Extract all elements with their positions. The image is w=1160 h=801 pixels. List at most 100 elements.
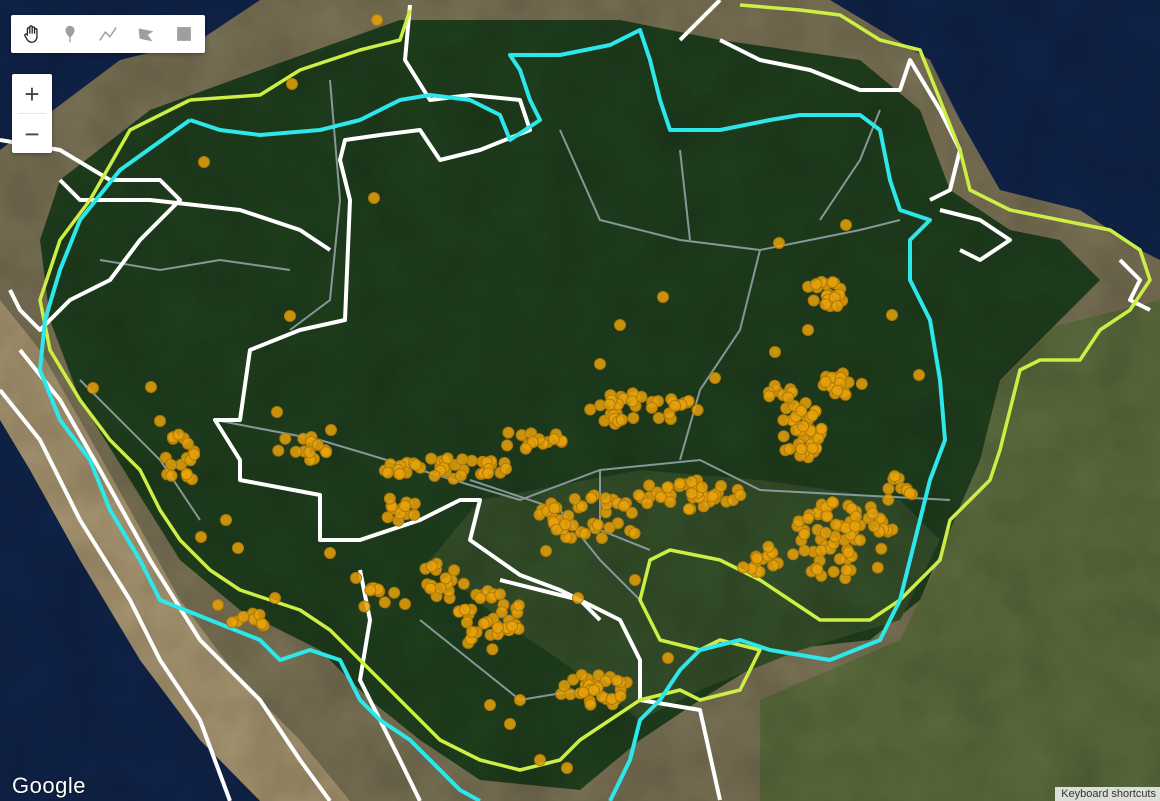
occurrence-point bbox=[626, 395, 639, 408]
occurrence-point bbox=[195, 531, 207, 543]
occurrence-point bbox=[232, 542, 244, 554]
occurrence-point bbox=[826, 276, 839, 289]
occurrence-point bbox=[628, 527, 641, 540]
occurrence-point bbox=[424, 582, 437, 595]
occurrence-point bbox=[773, 237, 785, 249]
occurrence-point bbox=[584, 698, 597, 711]
occurrence-point bbox=[455, 469, 467, 482]
occurrence-point bbox=[501, 439, 514, 452]
occurrence-point bbox=[504, 718, 516, 730]
occurrence-point bbox=[575, 669, 588, 681]
polyline-button[interactable] bbox=[89, 15, 127, 53]
occurrence-point bbox=[673, 477, 686, 490]
occurrence-point bbox=[618, 499, 630, 512]
occurrence-point bbox=[819, 526, 832, 539]
occurrence-point bbox=[868, 520, 880, 533]
occurrence-point bbox=[409, 458, 422, 471]
occurrence-point bbox=[368, 192, 380, 204]
occurrence-point bbox=[284, 310, 296, 322]
occurrence-point bbox=[286, 78, 298, 90]
occurrence-point bbox=[491, 621, 504, 634]
occurrence-point bbox=[279, 432, 292, 445]
occurrence-point bbox=[325, 424, 337, 436]
occurrence-point bbox=[460, 616, 473, 629]
occurrence-point bbox=[798, 528, 811, 540]
occurrence-point bbox=[548, 433, 560, 446]
marker-button[interactable] bbox=[51, 15, 89, 53]
cyan-boundary bbox=[38, 28, 947, 801]
occurrence-point bbox=[849, 510, 862, 523]
occurrence-point bbox=[888, 470, 901, 483]
occurrence-point bbox=[913, 369, 925, 381]
occurrence-point bbox=[577, 686, 590, 699]
occurrence-point bbox=[763, 390, 776, 403]
zoom-in-button[interactable]: + bbox=[24, 78, 40, 109]
occurrence-point bbox=[903, 487, 916, 500]
occurrence-point bbox=[591, 518, 604, 531]
occurrence-point bbox=[767, 559, 780, 572]
occurrence-point bbox=[840, 564, 853, 577]
occurrence-point bbox=[198, 156, 210, 168]
occurrence-point bbox=[625, 506, 638, 519]
occurrence-point bbox=[886, 309, 898, 321]
occurrence-point bbox=[829, 518, 842, 531]
occurrence-point bbox=[599, 675, 612, 688]
occurrence-point bbox=[378, 596, 391, 609]
occurrence-point bbox=[484, 699, 496, 711]
occurrence-point bbox=[381, 466, 394, 479]
occurrence-point bbox=[408, 508, 421, 521]
occurrence-point bbox=[220, 514, 232, 526]
polygon-button[interactable] bbox=[127, 15, 165, 53]
state-lines bbox=[79, 79, 951, 702]
occurrence-point bbox=[145, 381, 157, 393]
occurrence-point bbox=[751, 552, 763, 565]
occurrence-point bbox=[641, 497, 654, 510]
occurrence-point bbox=[815, 422, 828, 435]
occurrence-point bbox=[350, 572, 362, 584]
occurrence-point bbox=[882, 493, 895, 506]
occurrence-point bbox=[587, 684, 600, 697]
occurrence-point bbox=[311, 438, 324, 451]
rectangle-button[interactable] bbox=[165, 15, 203, 53]
occurrence-point bbox=[512, 599, 525, 612]
occurrence-point bbox=[181, 437, 194, 450]
occurrence-point bbox=[691, 404, 704, 416]
occurrence-point bbox=[715, 480, 727, 492]
occurrence-point bbox=[603, 398, 616, 411]
occurrence-point bbox=[627, 412, 640, 424]
occurrence-point bbox=[559, 518, 572, 531]
occurrence-point bbox=[320, 446, 333, 459]
occurrence-point bbox=[87, 382, 99, 394]
occurrence-point bbox=[806, 442, 819, 455]
occurrence-point bbox=[795, 443, 808, 455]
occurrence-point bbox=[866, 507, 879, 520]
occurrence-point bbox=[787, 548, 800, 561]
occurrence-point bbox=[611, 674, 624, 687]
occurrence-point bbox=[599, 492, 612, 505]
occurrence-point bbox=[806, 409, 819, 422]
occurrence-point bbox=[802, 512, 815, 525]
google-logo[interactable]: Google bbox=[12, 773, 86, 798]
occurrence-point bbox=[807, 294, 820, 307]
occurrence-point bbox=[540, 545, 552, 557]
occurrence-point bbox=[154, 415, 166, 427]
occurrence-point bbox=[682, 503, 695, 516]
occurrence-point bbox=[657, 291, 669, 303]
occurrence-point bbox=[399, 598, 411, 610]
occurrence-point bbox=[502, 426, 515, 439]
occurrence-point bbox=[255, 617, 268, 630]
occurrence-points bbox=[87, 14, 925, 774]
rectangle-icon bbox=[173, 23, 195, 45]
occurrence-point bbox=[466, 625, 478, 638]
keyboard-shortcuts-link[interactable]: Keyboard shortcuts bbox=[1055, 787, 1160, 801]
occurrence-point bbox=[821, 510, 834, 523]
occurrence-point bbox=[664, 496, 677, 508]
occurrence-point bbox=[842, 546, 855, 559]
pan-button[interactable] bbox=[13, 15, 51, 53]
occurrence-point bbox=[568, 493, 581, 505]
occurrence-point bbox=[494, 588, 506, 601]
occurrence-point bbox=[486, 643, 499, 656]
occurrence-point bbox=[388, 586, 401, 599]
zoom-out-button[interactable]: − bbox=[24, 118, 40, 149]
